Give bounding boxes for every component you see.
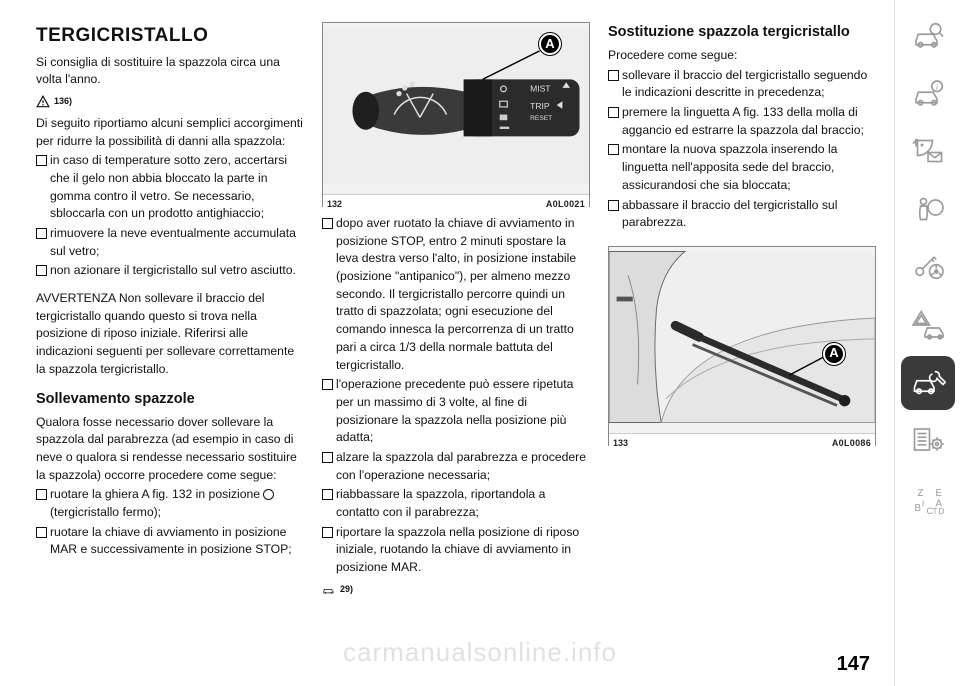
list-item-text-part1: ruotare la ghiera A fig. 132 in posizion… [50,487,263,501]
alphabet-index-icon[interactable]: Z E B A I C T D [901,472,955,526]
column-2: MIST TRIP RESET A 132 A0L0021 dopo aver … [322,22,590,676]
callout-badge-a: A [539,33,561,55]
figure-132: MIST TRIP RESET A 132 A0L0021 [322,22,590,207]
svg-text:Z: Z [917,488,923,499]
car-info-icon[interactable]: i [901,66,955,120]
list-item: in caso di temperature sotto zero, accer… [36,152,304,223]
list-item: ruotare la chiave di avviamento in posiz… [36,524,304,559]
warning-ref-number: 136) [54,95,72,108]
display-mail-icon[interactable] [901,124,955,178]
subsection-heading: Sostituzione spazzola tergicristallo [608,22,876,43]
car-wrench-icon[interactable] [901,356,955,410]
car-search-icon[interactable] [901,8,955,62]
list-item: non azionare il tergicristallo sul vetro… [36,262,304,280]
section-index-sidebar: i [894,0,960,686]
list-item: riabbassare la spazzola, riportandola a … [322,486,590,521]
svg-text:D: D [938,507,944,516]
content-area: TERGICRISTALLO Si consiglia di sostituir… [0,0,894,686]
figure-caption: 132 A0L0021 [323,194,589,214]
stalk-label-mist: MIST [530,84,551,94]
figure-number: 133 [613,437,628,450]
warning-ref-line: 29) [322,583,590,597]
list-item: riportare la spazzola nella posizione di… [322,524,590,577]
figure-133-svg [609,247,875,427]
figure-code: A0L0021 [546,198,585,211]
airbag-icon[interactable] [901,182,955,236]
subsection-heading: Sollevamento spazzole [36,389,304,410]
warning-ref-line: 136) [36,95,304,109]
svg-text:i: i [935,82,938,91]
page-number: 147 [837,653,870,676]
list-item: montare la nuova spazzola inserendo la l… [608,141,876,194]
manual-page: TERGICRISTALLO Si consiglia di sostituir… [0,0,960,686]
list-item: premere la linguetta A fig. 133 della mo… [608,104,876,139]
figure-code: A0L0086 [832,437,871,450]
list-item: sollevare il braccio del tergicristallo … [608,67,876,102]
position-circle-icon [263,489,274,500]
figure-caption: 133 A0L0086 [609,433,875,453]
list-item: ruotare la ghiera A fig. 132 in posizion… [36,486,304,521]
figure-133: A 133 A0L0086 [608,246,876,446]
list-item: dopo aver ruotato la chiave di avviament… [322,215,590,374]
warning-triangle-car-icon[interactable] [901,298,955,352]
paragraph: Si consiglia di sostituire la spazzola c… [36,54,304,89]
svg-text:T: T [932,507,937,516]
svg-text:I: I [922,500,924,509]
section-heading: TERGICRISTALLO [36,22,304,50]
list-item-text-part2: (tergicristallo fermo); [50,505,161,519]
warning-paragraph: AVVERTENZA Non sollevare il braccio del … [36,290,304,378]
warning-ref-number: 29) [340,583,353,596]
paragraph: Procedere come segue: [608,47,876,65]
list-item: rimuovere la neve eventualmente accumula… [36,225,304,260]
list-item: abbassare il braccio del tergicristallo … [608,197,876,232]
list-item: l'operazione precedente può essere ripet… [322,376,590,447]
car-warning-icon [322,583,336,597]
svg-text:B: B [914,503,921,514]
key-wheel-icon[interactable] [901,240,955,294]
column-1: TERGICRISTALLO Si consiglia di sostituir… [36,22,304,676]
stalk-label-reset: RESET [530,115,552,122]
callout-badge-a: A [823,343,845,365]
figure-number: 132 [327,198,342,211]
paragraph: Qualora fosse necessario dover sollevare… [36,414,304,485]
list-item: alzare la spazzola dal parabrezza e proc… [322,449,590,484]
paragraph: Di seguito riportiamo alcuni semplici ac… [36,115,304,150]
column-3: Sostituzione spazzola tergicristallo Pro… [608,22,876,676]
svg-text:E: E [935,488,942,499]
spec-sheet-gear-icon[interactable] [901,414,955,468]
warning-exclamation-icon [36,95,50,109]
stalk-label-trip: TRIP [530,101,550,111]
